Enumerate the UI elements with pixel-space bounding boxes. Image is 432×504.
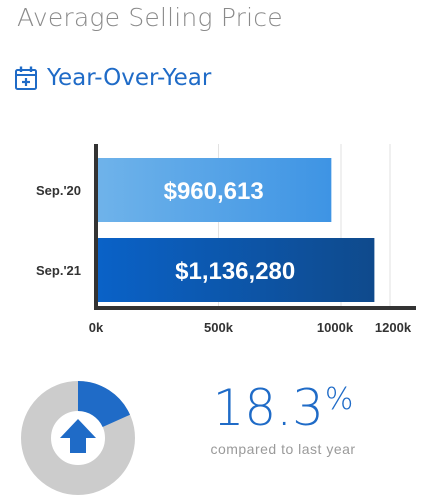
comparison-caption: compared to last year: [210, 441, 356, 457]
bar: [96, 158, 332, 222]
x-tick-label: 500k: [204, 320, 234, 335]
bar-value-label: $960,613: [164, 178, 264, 205]
category-label: Sep.'21: [36, 263, 81, 278]
x-tick-label: 1000k: [317, 320, 354, 335]
category-label: Sep.'20: [36, 183, 81, 198]
bar-chart: $960,613 Sep.'20 $1,136,280 Sep.'21 0k 500k 10…: [36, 144, 416, 335]
change-unit: %: [324, 382, 354, 417]
bar: [96, 238, 375, 302]
calendar-plus-icon: [15, 66, 37, 90]
x-tick-label: 1200k: [375, 320, 412, 335]
subtitle: Year-Over-Year: [47, 65, 212, 91]
subtitle-row: Year-Over-Year: [14, 62, 211, 94]
change-percentage: 18.3%: [200, 380, 366, 436]
arrow-up-icon: [54, 414, 102, 462]
donut-progress-arc: [77, 381, 131, 428]
page-title: Average Selling Price: [17, 3, 283, 32]
change-value: 18.3: [212, 379, 324, 437]
x-tick-label: 0k: [89, 320, 104, 335]
bar-value-label: $1,136,280: [175, 258, 295, 285]
change-donut: [20, 380, 136, 501]
